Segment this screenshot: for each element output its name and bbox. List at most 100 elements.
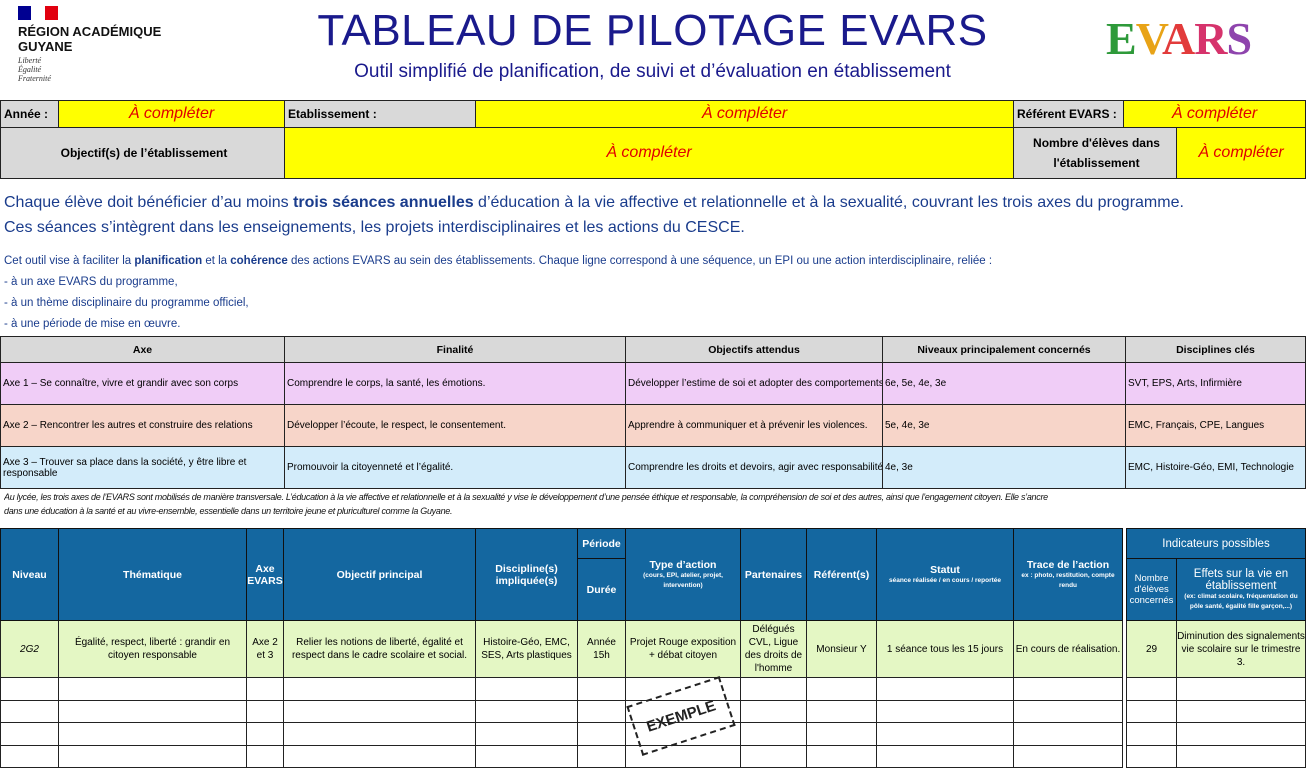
cell[interactable] bbox=[577, 722, 626, 746]
cell[interactable] bbox=[740, 744, 807, 768]
cell[interactable] bbox=[1176, 699, 1306, 723]
cell[interactable] bbox=[1013, 699, 1123, 723]
cell[interactable] bbox=[58, 722, 247, 746]
cell[interactable] bbox=[475, 699, 578, 723]
stamp-text: EXEMPLE bbox=[644, 696, 718, 736]
cell[interactable] bbox=[577, 699, 626, 723]
cell[interactable] bbox=[58, 744, 247, 768]
region-academique-logo: RÉGION ACADÉMIQUE GUYANE Liberté Égalité Fr… bbox=[18, 6, 161, 83]
cell[interactable] bbox=[246, 677, 284, 701]
cell[interactable] bbox=[806, 744, 877, 768]
axes-table: Axe Finalité Objectifs attendus Niveaux pri… bbox=[0, 336, 1306, 489]
objectif-field[interactable]: À compléter bbox=[284, 127, 1014, 179]
cell-objectif[interactable]: Relier les notions de liberté, égalité e… bbox=[283, 620, 476, 678]
annee-label: Année : bbox=[0, 100, 59, 128]
cell[interactable] bbox=[1013, 744, 1123, 768]
bullet: - à un axe EVARS du programme, bbox=[4, 276, 178, 288]
intro-p1a: Chaque élève doit bénéficier d’au moins bbox=[4, 194, 294, 211]
cell-statut[interactable]: 1 séance tous les 15 jours bbox=[876, 620, 1014, 678]
table-row: Axe 3 – Trouver sa place dans la société… bbox=[0, 446, 1306, 489]
col-finalite: Finalité bbox=[284, 336, 626, 363]
tool-description: Cet outil vise à faciliter la planificat… bbox=[4, 251, 992, 335]
trace-sub: ex : photo, restitution, compte rendu bbox=[1021, 571, 1115, 589]
cell[interactable] bbox=[0, 677, 59, 701]
note-line2: dans une éducation à la santé et au vivr… bbox=[4, 506, 453, 516]
cell[interactable] bbox=[1176, 722, 1306, 746]
cell[interactable] bbox=[806, 722, 877, 746]
col-disciplines: Discipline(s) impliquée(s) bbox=[475, 528, 578, 621]
cell: 4e, 3e bbox=[882, 446, 1126, 489]
col-statut: Statut séance réalisée / en cours / repor… bbox=[876, 528, 1014, 621]
cell[interactable] bbox=[246, 744, 284, 768]
cell-partenaires[interactable]: Délégués CVL, Ligue des droits de l'homm… bbox=[740, 620, 807, 678]
cell[interactable] bbox=[1013, 677, 1123, 701]
cell-disciplines[interactable]: Histoire-Géo, EMC, SES, Arts plastiques bbox=[475, 620, 578, 678]
cell[interactable] bbox=[1126, 744, 1177, 768]
cell[interactable] bbox=[740, 722, 807, 746]
flag-icon bbox=[18, 6, 58, 20]
etablissement-field[interactable]: À compléter bbox=[475, 100, 1014, 128]
cell[interactable] bbox=[1176, 744, 1306, 768]
col-thematique: Thématique bbox=[58, 528, 247, 621]
intro-text: Chaque élève doit bénéficier d’au moins … bbox=[4, 190, 1184, 240]
cell[interactable] bbox=[246, 699, 284, 723]
cell[interactable] bbox=[283, 699, 476, 723]
cell[interactable] bbox=[1126, 699, 1177, 723]
cell[interactable] bbox=[876, 722, 1014, 746]
type-sub: (cours, EPI, atelier, projet, interventi… bbox=[643, 571, 723, 589]
cell[interactable] bbox=[876, 744, 1014, 768]
cell-trace[interactable]: En cours de réalisation. bbox=[1013, 620, 1123, 678]
devise-fraternite: Fraternité bbox=[18, 74, 51, 83]
cell-thematique[interactable]: Égalité, respect, liberté : grandir en c… bbox=[58, 620, 247, 678]
effets-sub: (ex: climat scolaire, fréquentation du p… bbox=[1184, 592, 1298, 610]
cell-type[interactable]: Projet Rouge exposition + débat citoyen bbox=[625, 620, 741, 678]
cell[interactable] bbox=[740, 699, 807, 723]
cell[interactable] bbox=[577, 677, 626, 701]
cell-referents[interactable]: Monsieur Y bbox=[806, 620, 877, 678]
cell[interactable] bbox=[246, 722, 284, 746]
referent-field[interactable]: À compléter bbox=[1123, 100, 1306, 128]
cell-axe[interactable]: Axe 2 et 3 bbox=[246, 620, 284, 678]
page-title: TABLEAU DE PILOTAGE EVARS bbox=[317, 6, 988, 55]
cell[interactable] bbox=[1126, 722, 1177, 746]
cell[interactable] bbox=[577, 744, 626, 768]
bullet: - à un thème disciplinaire du programme … bbox=[4, 297, 249, 309]
cell[interactable] bbox=[283, 677, 476, 701]
cell[interactable] bbox=[283, 722, 476, 746]
effets-label: Effets sur la vie en établissement bbox=[1193, 567, 1289, 592]
col-objectifs: Objectifs attendus bbox=[625, 336, 883, 363]
cell[interactable] bbox=[58, 699, 247, 723]
cell-niveau[interactable]: 2G2 bbox=[0, 620, 59, 678]
col-effets: Effets sur la vie en établissement (ex: c… bbox=[1176, 558, 1306, 621]
etablissement-label: Etablissement : bbox=[284, 100, 476, 128]
cell[interactable] bbox=[0, 699, 59, 723]
cell[interactable] bbox=[1126, 677, 1177, 701]
cell[interactable] bbox=[876, 677, 1014, 701]
note-line1: Au lycée, les trois axes de l’EVARS sont… bbox=[4, 492, 1048, 502]
cell[interactable] bbox=[740, 677, 807, 701]
cell-duree[interactable]: Année 15h bbox=[577, 620, 626, 678]
cell[interactable] bbox=[0, 744, 59, 768]
cell[interactable] bbox=[806, 699, 877, 723]
cell: Développer l’écoute, le respect, le cons… bbox=[284, 404, 626, 447]
cell[interactable] bbox=[0, 722, 59, 746]
cell-nb-eleves[interactable]: 29 bbox=[1126, 620, 1177, 678]
cell[interactable] bbox=[475, 722, 578, 746]
col-nb-eleves: Nombre d'élèves concernés bbox=[1126, 558, 1177, 621]
cell-effets[interactable]: Diminution des signalements vie scolaire… bbox=[1176, 620, 1306, 678]
col-duree: Durée bbox=[577, 558, 626, 621]
cell[interactable] bbox=[1013, 722, 1123, 746]
cell[interactable] bbox=[876, 699, 1014, 723]
annee-field[interactable]: À compléter bbox=[58, 100, 285, 128]
cell[interactable] bbox=[475, 744, 578, 768]
cell: SVT, EPS, Arts, Infirmière bbox=[1125, 362, 1306, 405]
cell[interactable] bbox=[58, 677, 247, 701]
col-trace: Trace de l’action ex : photo, restitution… bbox=[1013, 528, 1123, 621]
cell[interactable] bbox=[283, 744, 476, 768]
nb-eleves-field[interactable]: À compléter bbox=[1176, 127, 1306, 179]
cell[interactable] bbox=[475, 677, 578, 701]
cell[interactable] bbox=[806, 677, 877, 701]
cell: Axe 2 – Rencontrer les autres et constru… bbox=[0, 404, 285, 447]
cell[interactable] bbox=[1176, 677, 1306, 701]
org-line1: RÉGION ACADÉMIQUE bbox=[18, 24, 162, 39]
